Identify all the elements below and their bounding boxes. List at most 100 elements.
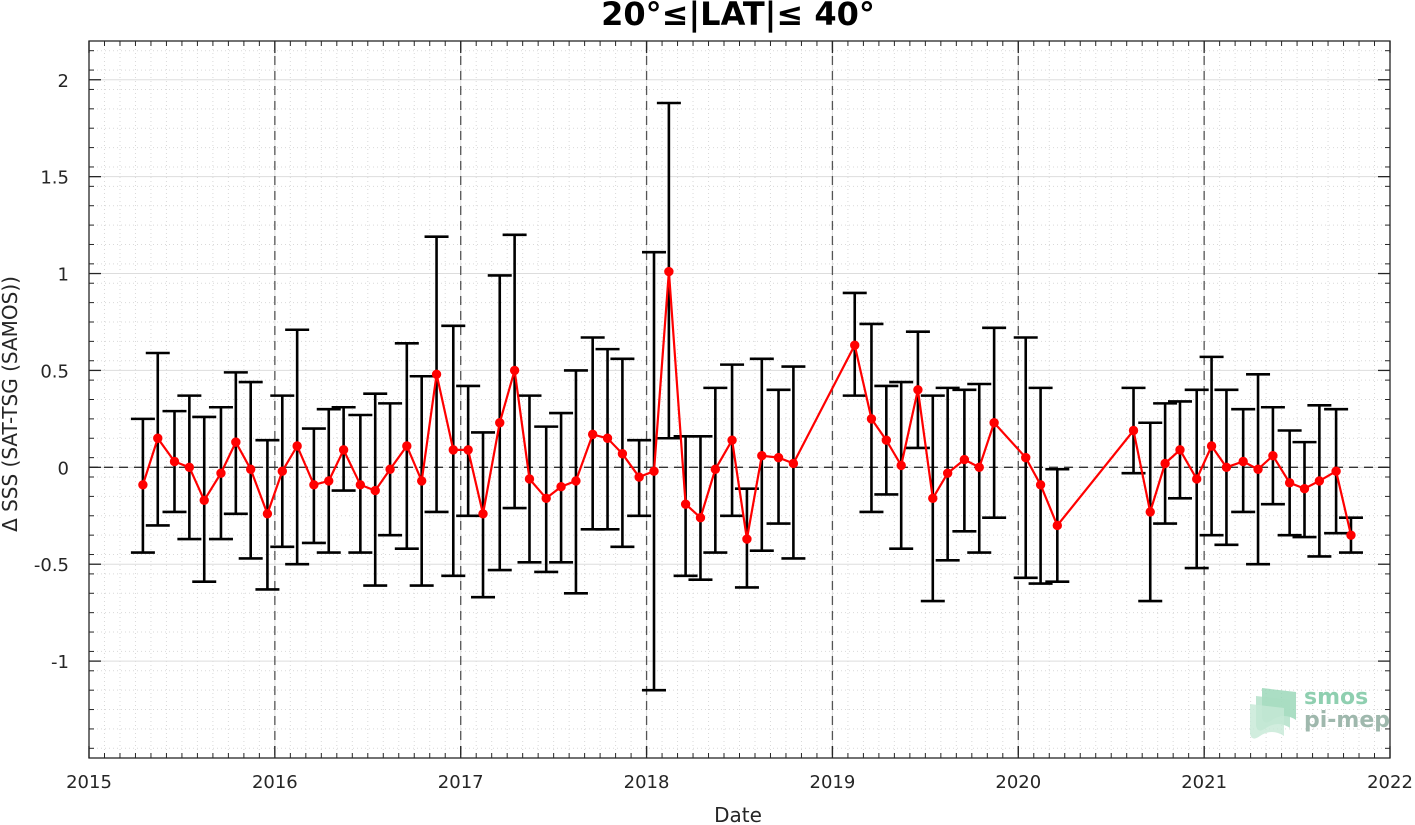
logo-text-smos: smos [1304,685,1368,710]
data-point [541,493,551,504]
data-point [727,435,737,445]
data-point [1175,445,1185,455]
smos-pi-mep-logo: smos pi-mep [1250,685,1390,739]
data-point [928,493,938,504]
data-point [1192,474,1202,484]
data-point [556,482,566,492]
data-point [231,437,241,447]
y-axis-label: Δ SSS (SAT-TSG (SAMOS)) [0,276,22,532]
data-point [355,480,366,490]
x-tick-label: 2020 [995,772,1041,793]
data-point [1314,476,1325,486]
data-point [292,441,302,451]
data-point [881,435,892,445]
axis-ticks [88,41,1391,758]
y-tick-label: 0.5 [40,361,69,382]
data-point [478,509,488,519]
data-point [370,485,380,496]
data-point [788,458,799,469]
data-point [1160,458,1170,469]
data-point [324,476,334,486]
data-point [571,476,581,486]
series-markers [138,266,1356,544]
data-point [524,474,535,484]
data-point [1299,483,1310,494]
chart-title: 20°≤|LAT|≤ 40° [601,0,875,34]
x-tick-label: 2015 [66,772,112,793]
x-tick-label: 2016 [252,772,298,793]
tick-labels: 2015 2016 2017 2018 2019 2020 2021 2022 -1 -0.5 0 0… [34,71,1413,793]
data-point [1253,464,1263,474]
data-point [495,418,505,428]
data-point [649,466,659,476]
data-point [602,433,613,443]
data-point [402,441,412,451]
data-point [153,433,163,443]
data-point [1331,466,1341,476]
data-point [245,464,256,474]
data-point [664,266,674,277]
data-point [974,462,984,473]
data-point [942,468,953,478]
data-point [1268,450,1278,461]
x-tick-label: 2022 [1367,772,1413,793]
data-point [680,499,691,509]
y-tick-label: 1.5 [40,168,69,189]
x-axis-label: Date [714,803,762,825]
data-point [1052,520,1063,531]
y-tick-label: 1 [58,265,69,286]
data-point [216,468,226,478]
data-point [1128,425,1139,436]
data-point [757,450,767,461]
data-point [448,445,458,455]
data-point [617,449,628,459]
data-point [959,454,970,465]
minor-grid [89,41,1390,758]
data-point [416,476,427,486]
data-point [1021,452,1031,463]
data-point [1206,441,1217,451]
data-point [138,480,148,490]
data-point [1035,480,1046,490]
data-point [463,445,473,455]
y-tick-label: 2 [58,71,69,92]
y-tick-label: -1 [51,652,69,673]
data-point [199,495,209,505]
data-point [989,418,999,428]
data-point [773,452,784,463]
data-point [277,466,287,476]
x-tick-label: 2018 [624,772,670,793]
major-grid [88,41,1391,758]
data-point [587,429,598,440]
data-point [866,414,877,424]
data-point [1238,456,1248,467]
data-point [1284,478,1295,488]
data-point [509,365,520,376]
x-tick-label: 2021 [1181,772,1227,793]
data-point [913,385,923,395]
data-point [742,534,752,544]
data-point [184,462,195,473]
data-point [309,480,319,490]
logo-text-pi-mep: pi-mep [1304,708,1390,733]
data-point [1221,462,1232,473]
y-tick-label: 0 [58,458,69,479]
data-point [338,445,349,455]
data-point [850,340,860,350]
data-point [431,369,442,380]
data-point [385,464,395,474]
data-point [1346,530,1356,540]
y-tick-label: -0.5 [34,555,69,576]
data-point [262,509,273,519]
x-tick-label: 2019 [810,772,856,793]
data-point [695,513,706,523]
logo-waves-icon [1250,688,1296,739]
x-tick-label: 2017 [438,772,484,793]
data-point [896,460,906,471]
data-point [1145,507,1155,517]
data-point [710,464,721,474]
data-point [169,456,180,467]
data-point [634,472,644,482]
